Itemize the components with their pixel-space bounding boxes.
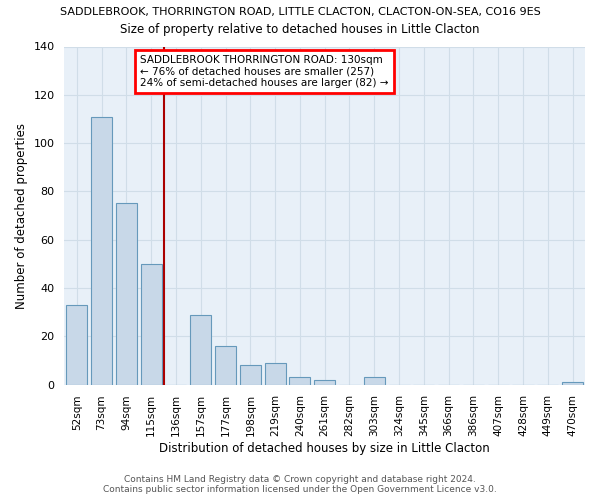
Bar bbox=[240, 366, 261, 384]
Bar bbox=[116, 204, 137, 384]
Bar bbox=[66, 305, 88, 384]
Text: SADDLEBROOK THORRINGTON ROAD: 130sqm
← 76% of detached houses are smaller (257)
: SADDLEBROOK THORRINGTON ROAD: 130sqm ← 7… bbox=[140, 55, 388, 88]
Bar bbox=[364, 378, 385, 384]
Bar bbox=[314, 380, 335, 384]
Bar bbox=[140, 264, 162, 384]
Y-axis label: Number of detached properties: Number of detached properties bbox=[15, 122, 28, 308]
Text: SADDLEBROOK, THORRINGTON ROAD, LITTLE CLACTON, CLACTON-ON-SEA, CO16 9ES: SADDLEBROOK, THORRINGTON ROAD, LITTLE CL… bbox=[59, 8, 541, 18]
Bar bbox=[215, 346, 236, 385]
Text: Contains HM Land Registry data © Crown copyright and database right 2024.
Contai: Contains HM Land Registry data © Crown c… bbox=[103, 474, 497, 494]
Bar bbox=[289, 378, 310, 384]
Bar bbox=[562, 382, 583, 384]
Bar bbox=[91, 116, 112, 384]
X-axis label: Distribution of detached houses by size in Little Clacton: Distribution of detached houses by size … bbox=[160, 442, 490, 455]
Bar bbox=[265, 363, 286, 384]
Text: Size of property relative to detached houses in Little Clacton: Size of property relative to detached ho… bbox=[120, 22, 480, 36]
Bar bbox=[190, 314, 211, 384]
